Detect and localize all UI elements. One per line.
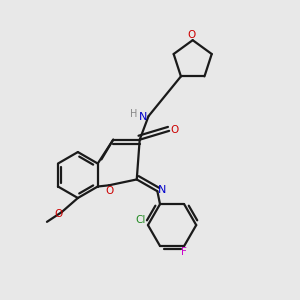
Text: O: O [54,208,62,219]
Text: N: N [139,112,147,122]
Text: O: O [170,125,178,135]
Text: N: N [158,185,166,195]
Text: F: F [181,248,187,257]
Text: H: H [130,110,137,119]
Text: O: O [187,30,195,40]
Text: Cl: Cl [135,215,146,225]
Text: O: O [105,186,113,196]
